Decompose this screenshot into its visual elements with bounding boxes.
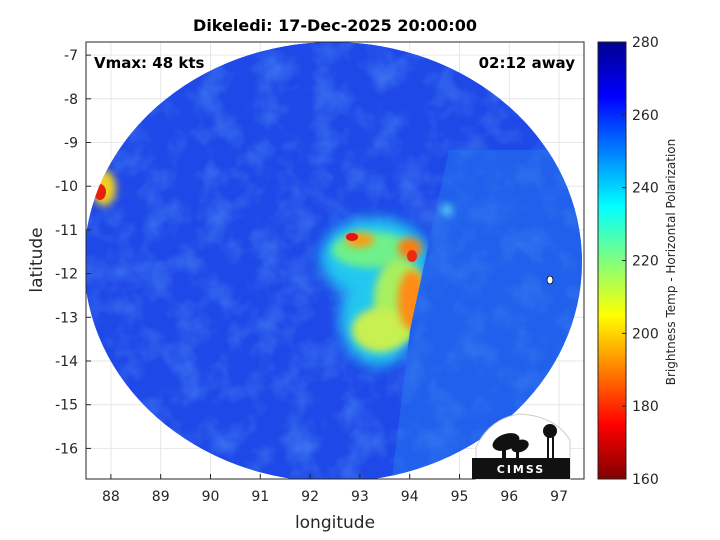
y-tick-label: -7 xyxy=(64,48,78,64)
x-tick-label: 88 xyxy=(102,489,120,505)
x-axis: 88 89 90 91 92 93 94 95 96 97 xyxy=(102,474,568,505)
y-tick-label: -14 xyxy=(55,354,78,370)
island-marker xyxy=(546,275,554,285)
y-tick-label: -8 xyxy=(64,92,78,108)
logo-text: CIMSS xyxy=(497,463,545,476)
y-axis: -7 -8 -9 -10 -11 -12 -13 -14 -15 -16 xyxy=(55,48,91,457)
colorbar-tick-label: 280 xyxy=(632,35,659,51)
cimss-logo: CIMSS xyxy=(472,413,571,480)
colorbar-tick-label: 220 xyxy=(632,254,659,270)
colorbar: 280 260 240 220 200 180 160 Brightness Temp - … xyxy=(597,35,678,488)
colorbar-tick-label: 240 xyxy=(632,181,659,197)
colorbar-gradient xyxy=(597,41,627,480)
x-tick-label: 90 xyxy=(202,489,220,505)
y-tick-label: -16 xyxy=(55,441,78,457)
colorbar-label: Brightness Temp - Horizontal Polarizatio… xyxy=(664,139,678,386)
x-tick-label: 94 xyxy=(401,489,419,505)
y-axis-label: latitude xyxy=(27,227,47,292)
colorbar-tick-label: 160 xyxy=(632,472,659,488)
y-tick-label: -9 xyxy=(64,136,78,152)
colorbar-tick-label: 180 xyxy=(632,399,659,415)
time-away-annotation: 02:12 away xyxy=(479,54,576,72)
colorbar-ticks: 280 260 240 220 200 180 160 xyxy=(622,35,659,488)
x-tick-label: 89 xyxy=(152,489,170,505)
x-tick-label: 93 xyxy=(351,489,369,505)
y-tick-label: -15 xyxy=(55,398,78,414)
x-tick-label: 95 xyxy=(451,489,469,505)
colorbar-tick-label: 260 xyxy=(632,108,659,124)
x-axis-label: longitude xyxy=(295,513,375,533)
y-tick-label: -10 xyxy=(55,179,78,195)
colorbar-tick-label: 200 xyxy=(632,326,659,342)
axes-frame xyxy=(85,41,585,480)
vmax-annotation: Vmax: 48 kts xyxy=(94,54,204,72)
y-tick-label: -12 xyxy=(55,267,78,283)
chart-title: Dikeledi: 17-Dec-2025 20:00:00 xyxy=(193,16,477,35)
x-tick-label: 92 xyxy=(301,489,319,505)
x-tick-label: 96 xyxy=(500,489,518,505)
y-tick-label: -11 xyxy=(55,223,78,239)
x-tick-label: 97 xyxy=(550,489,568,505)
x-tick-label: 91 xyxy=(251,489,269,505)
y-tick-label: -13 xyxy=(55,310,78,326)
